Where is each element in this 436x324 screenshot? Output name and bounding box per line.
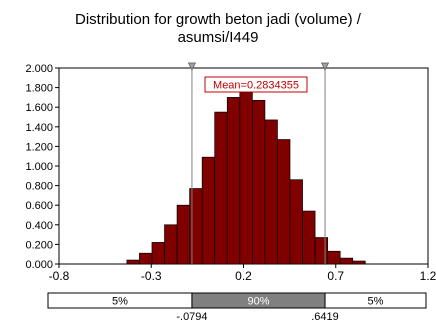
percent-right-label: 5% <box>368 296 384 308</box>
histogram-bar-1 <box>139 252 153 265</box>
y-tick-label-5: 1.000 <box>25 161 53 173</box>
histogram-bar-7 <box>214 111 228 265</box>
y-tick-label-10: 2.000 <box>25 63 53 75</box>
y-tick-label-6: 1.200 <box>25 141 53 153</box>
y-tick-label-2: 0.400 <box>25 220 53 232</box>
y-tick-label-4: 0.800 <box>25 181 53 193</box>
percent-middle-label: 90% <box>247 296 269 308</box>
histogram-bar-0 <box>126 259 140 265</box>
histogram-bar-10 <box>252 99 266 265</box>
x-tick-label-3: 0.7 <box>327 269 344 283</box>
x-tick-label-0: -0.8 <box>49 269 70 283</box>
histogram-bar-16 <box>327 250 341 265</box>
y-tick-label-0: 0.000 <box>25 259 53 271</box>
histogram-bar-9 <box>239 92 253 265</box>
chart-title-line-1: Distribution for growth beton jadi (volu… <box>75 11 361 28</box>
x-tick-label-2: 0.2 <box>235 269 252 283</box>
histogram-bar-15 <box>314 237 328 265</box>
y-tick-label-3: 0.600 <box>25 200 53 212</box>
y-tick-label-7: 1.400 <box>25 122 53 134</box>
lower-marker-triangle <box>187 62 197 71</box>
histogram-bar-18 <box>352 260 366 265</box>
y-tick-label-9: 1.800 <box>25 83 53 95</box>
histogram-bar-8 <box>226 97 241 265</box>
histogram-bar-6 <box>201 156 216 265</box>
histogram-bar-4 <box>176 204 190 265</box>
histogram-bar-14 <box>302 210 316 265</box>
mean-label: Mean=0.2834355 <box>213 80 299 92</box>
histogram-bar-13 <box>289 179 303 265</box>
histogram-bar-17 <box>339 257 354 265</box>
y-tick-label-1: 0.200 <box>25 239 53 251</box>
histogram-bar-11 <box>264 119 278 265</box>
lower-percentile-label: -.0794 <box>176 311 207 323</box>
x-tick-label-1: -0.3 <box>141 269 162 283</box>
plot-area: 0.000 0.200 0.400 0.600 0.800 1.000 1.200 1.400… <box>25 62 436 323</box>
percent-bar-right <box>324 292 427 309</box>
histogram-bar-3 <box>164 224 178 265</box>
upper-marker-triangle <box>320 62 330 71</box>
chart-title-line-2: asumsi/I449 <box>177 29 259 46</box>
mean-label-box <box>204 76 308 93</box>
upper-percentile-label: .6419 <box>311 311 339 323</box>
y-tick-label-8: 1.600 <box>25 102 53 114</box>
percent-left-label: 5% <box>112 296 128 308</box>
histogram-bar-12 <box>277 139 291 265</box>
histogram-bar-2 <box>151 242 165 265</box>
x-tick-label-4: 1.2 <box>420 269 436 283</box>
